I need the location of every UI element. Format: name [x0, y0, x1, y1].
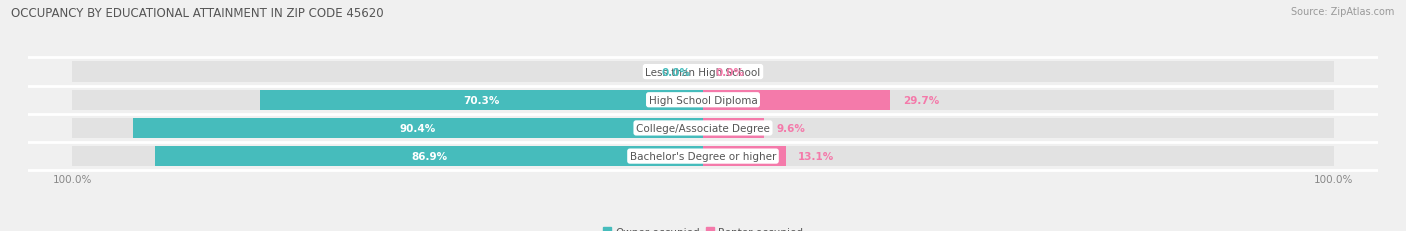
Text: College/Associate Degree: College/Associate Degree — [636, 123, 770, 133]
Bar — [703, 146, 786, 167]
Bar — [155, 146, 703, 167]
Bar — [703, 90, 890, 110]
Bar — [703, 146, 1334, 167]
Text: 13.1%: 13.1% — [799, 152, 835, 161]
Bar — [72, 118, 703, 138]
Text: 86.9%: 86.9% — [411, 152, 447, 161]
Text: 0.0%: 0.0% — [661, 67, 690, 77]
Text: 70.3%: 70.3% — [463, 95, 499, 105]
Legend: Owner-occupied, Renter-occupied: Owner-occupied, Renter-occupied — [599, 223, 807, 231]
Text: Bachelor's Degree or higher: Bachelor's Degree or higher — [630, 152, 776, 161]
Text: Source: ZipAtlas.com: Source: ZipAtlas.com — [1291, 7, 1395, 17]
Text: OCCUPANCY BY EDUCATIONAL ATTAINMENT IN ZIP CODE 45620: OCCUPANCY BY EDUCATIONAL ATTAINMENT IN Z… — [11, 7, 384, 20]
Bar — [72, 62, 703, 82]
Bar — [260, 90, 703, 110]
Bar — [703, 118, 763, 138]
Text: 29.7%: 29.7% — [903, 95, 939, 105]
Bar — [703, 62, 1334, 82]
Bar — [703, 118, 1334, 138]
Text: 9.6%: 9.6% — [776, 123, 806, 133]
Text: High School Diploma: High School Diploma — [648, 95, 758, 105]
Text: Less than High School: Less than High School — [645, 67, 761, 77]
Bar — [703, 90, 1334, 110]
Bar — [132, 118, 703, 138]
Bar — [72, 90, 703, 110]
Text: 0.0%: 0.0% — [716, 67, 745, 77]
Text: 90.4%: 90.4% — [399, 123, 436, 133]
Bar — [72, 146, 703, 167]
